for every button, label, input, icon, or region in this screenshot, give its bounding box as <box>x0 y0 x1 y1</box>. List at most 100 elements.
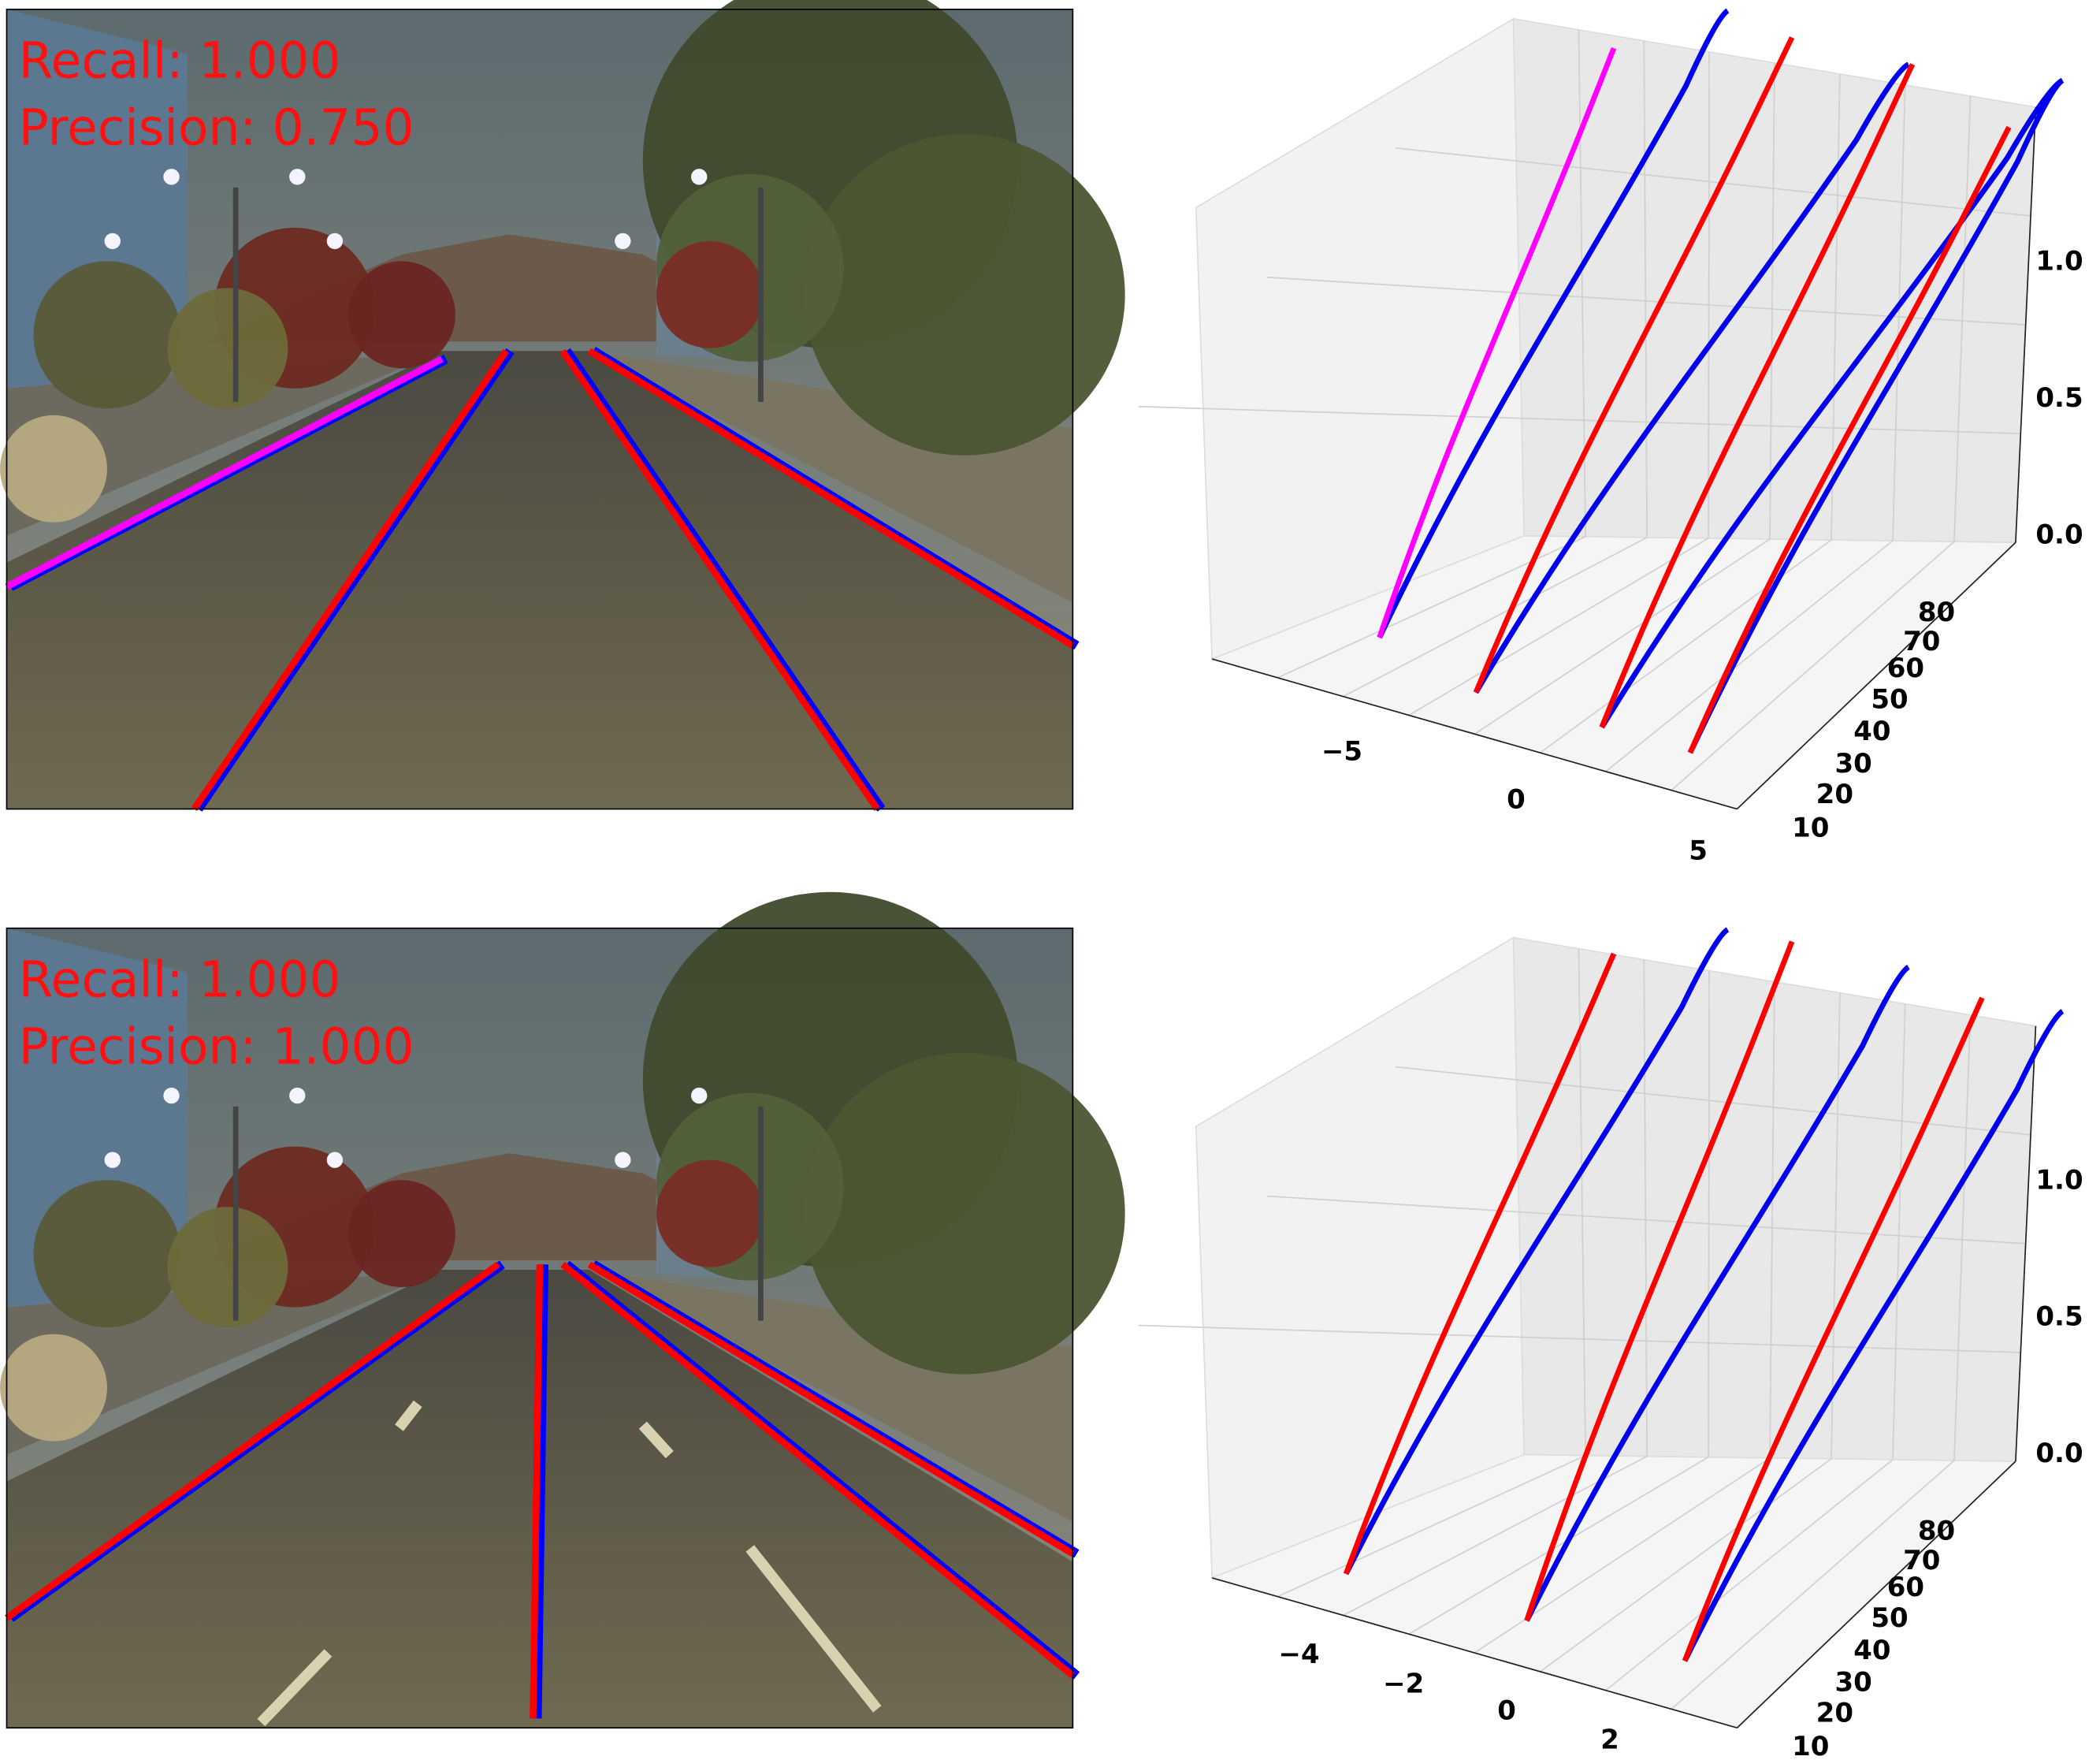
grid-line <box>1643 40 1648 538</box>
lane-pred <box>560 1261 1076 1679</box>
grid-line <box>1708 51 1710 538</box>
lane-gt-3d <box>1682 1009 2065 1662</box>
y-tick-label: 80 <box>1918 597 1955 628</box>
tree <box>803 1052 1125 1375</box>
lane-gt-3d <box>1474 61 1910 694</box>
street-light <box>163 169 180 185</box>
tree <box>348 261 455 369</box>
z-tick-label: 0.5 <box>2035 382 2083 414</box>
panel: Recall: 1.000 Precision: 0.750 −5 0 5 1020304… <box>0 0 2083 866</box>
lane-pred <box>559 348 880 811</box>
street-light <box>691 1087 708 1104</box>
grid-line <box>1643 959 1648 1457</box>
image-border <box>6 927 1074 1729</box>
street-light <box>289 1087 306 1104</box>
tree <box>167 1207 288 1328</box>
axis-line <box>2015 106 2037 543</box>
z-tick-label: 0.0 <box>2035 519 2083 550</box>
precision-label: Precision: 0.750 <box>19 99 414 157</box>
grid-line <box>1266 276 2026 326</box>
lane-pred-3d <box>1343 952 1617 1575</box>
y-tick-label: 40 <box>1853 716 1890 747</box>
lane-pred-3d <box>1687 125 2012 754</box>
grid-line <box>1831 992 1841 1459</box>
y-tick-label: 50 <box>1871 1602 1908 1634</box>
lane-gt-3d <box>1687 78 2065 754</box>
z-tick-label: 1.0 <box>2035 1164 2083 1196</box>
street-light <box>615 233 631 250</box>
lane-marking <box>257 1649 333 1727</box>
y-tick-label: 60 <box>1887 653 1924 684</box>
grid-line <box>1277 1454 1586 1598</box>
y-tick-label: 40 <box>1853 1635 1890 1666</box>
grid-line <box>1671 1460 1955 1710</box>
lane-pred <box>587 1261 1075 1557</box>
grid-line <box>1408 1456 1709 1635</box>
x-tick-label: −4 <box>1279 1639 1320 1670</box>
lane-gt <box>532 1264 548 1719</box>
axis-line <box>1736 541 2016 810</box>
lane-pred <box>587 348 1075 649</box>
tree <box>167 288 288 409</box>
x-tick-label: 0 <box>1497 1695 1516 1726</box>
road-image: Recall: 1.000 Precision: 1.000 <box>0 891 1125 1729</box>
tree <box>0 1334 107 1442</box>
grid-line <box>1343 537 1648 698</box>
grid-line <box>1395 147 2031 217</box>
tree <box>0 415 107 523</box>
z-tick-label: 0.0 <box>2035 1438 2083 1469</box>
image-border <box>6 9 1074 810</box>
grid-line <box>1343 1455 1648 1617</box>
grid-line <box>1266 1195 2026 1245</box>
tree <box>656 240 764 348</box>
street-light <box>326 1152 344 1168</box>
lane-pred-3d <box>1599 63 1916 729</box>
grid-line <box>1769 981 1775 1458</box>
grid-line <box>1605 1459 1894 1691</box>
y-tick-label: 70 <box>1903 1545 1940 1576</box>
y-tick-label: 10 <box>1792 812 1829 843</box>
axis-line <box>1211 658 1738 810</box>
street-light <box>691 169 708 185</box>
grid-line <box>1474 1457 1771 1654</box>
lane-pred <box>5 355 444 590</box>
grid-line <box>1605 540 1894 772</box>
lane-marking <box>745 1545 882 1713</box>
lane-pred-3d <box>1473 36 1795 694</box>
y-tick-label: 20 <box>1816 779 1853 810</box>
y-tick-label: 30 <box>1834 1667 1871 1699</box>
lane-pred <box>530 1264 544 1719</box>
tree <box>33 261 181 409</box>
y-tick-label: 80 <box>1918 1516 1955 1547</box>
tree <box>33 1180 181 1328</box>
lane-gt-3d <box>1377 8 1730 639</box>
y-tick-label: 30 <box>1834 748 1871 780</box>
z-tick-label: 1.0 <box>2035 246 2083 277</box>
lane-pred-3d <box>1377 47 1617 639</box>
grid-line <box>1540 1458 1832 1673</box>
grid-line <box>1671 541 1955 791</box>
tree <box>348 1180 455 1288</box>
x-tick-label: −5 <box>1321 736 1362 768</box>
grid-line <box>1708 970 1710 1457</box>
street-light <box>104 1152 121 1168</box>
y-tick-label: 60 <box>1887 1572 1924 1603</box>
tree <box>803 133 1125 456</box>
road-image: Recall: 1.000 Precision: 0.750 <box>0 0 1125 812</box>
lane-gt-3d <box>1344 927 1730 1576</box>
street-light <box>289 169 306 185</box>
x-tick-label: −2 <box>1383 1668 1424 1699</box>
grid-line <box>1953 95 1972 542</box>
lane-marking <box>395 1400 422 1431</box>
y-tick-label: 50 <box>1871 683 1908 715</box>
street-light <box>326 233 344 250</box>
grid-line <box>1892 84 1906 541</box>
lane-pred <box>5 1261 500 1621</box>
axis-line <box>1736 1460 2016 1728</box>
grid-line <box>1769 62 1775 540</box>
recall-label: Recall: 1.000 <box>19 32 341 90</box>
panel: Recall: 1.000 Precision: 1.000 −4 −2 0 2 10203… <box>0 891 2083 1760</box>
